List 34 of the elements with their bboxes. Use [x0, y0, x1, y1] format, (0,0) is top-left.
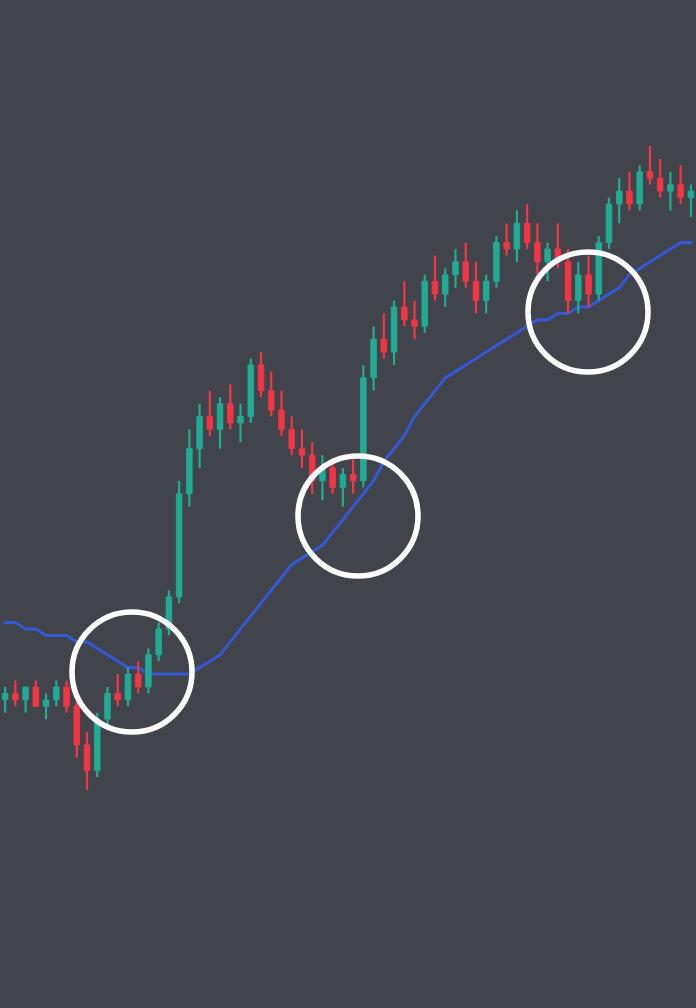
candlestick — [114, 672, 121, 708]
candlestick — [605, 196, 613, 251]
candlestick — [677, 164, 684, 206]
candlestick — [544, 241, 551, 283]
candlestick — [421, 273, 428, 334]
candlestick — [390, 299, 398, 367]
candlestick — [564, 247, 572, 315]
candlestick — [431, 254, 439, 302]
candlestick — [513, 209, 521, 264]
candlestick — [227, 383, 234, 431]
candlestick — [616, 177, 623, 225]
candlestick — [124, 666, 132, 708]
candlestick — [329, 460, 336, 495]
candlestick — [32, 679, 40, 708]
candlestick — [626, 170, 633, 212]
candlestick — [216, 396, 224, 450]
candlestick — [257, 350, 265, 399]
candlestick — [206, 389, 214, 437]
candlestick — [134, 660, 142, 695]
candlestick — [83, 730, 91, 792]
candlestick — [656, 157, 664, 199]
candlestick — [687, 183, 695, 218]
candlestick — [585, 254, 592, 309]
candlestick — [667, 170, 674, 212]
candlestick — [349, 454, 357, 495]
candlestick — [1, 685, 9, 714]
candlestick — [380, 312, 388, 360]
candlestick — [503, 222, 510, 257]
candlestick — [22, 685, 29, 714]
candlestick — [575, 260, 582, 315]
candlestick — [339, 466, 347, 508]
candlestick — [646, 144, 654, 186]
candlestick — [636, 164, 643, 212]
candlestick — [12, 679, 19, 708]
